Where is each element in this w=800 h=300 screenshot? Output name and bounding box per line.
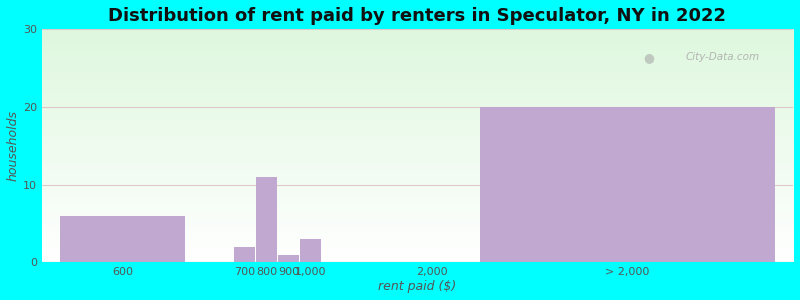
Bar — [480, 107, 774, 262]
Bar — [234, 247, 254, 262]
Bar — [256, 177, 277, 262]
Title: Distribution of rent paid by renters in Speculator, NY in 2022: Distribution of rent paid by renters in … — [108, 7, 726, 25]
Text: City-Data.com: City-Data.com — [685, 52, 759, 62]
Bar — [278, 255, 298, 262]
Y-axis label: households: households — [7, 110, 20, 181]
Text: ●: ● — [642, 51, 654, 64]
X-axis label: rent paid ($): rent paid ($) — [378, 280, 457, 293]
Bar — [300, 239, 321, 262]
Bar — [60, 216, 186, 262]
